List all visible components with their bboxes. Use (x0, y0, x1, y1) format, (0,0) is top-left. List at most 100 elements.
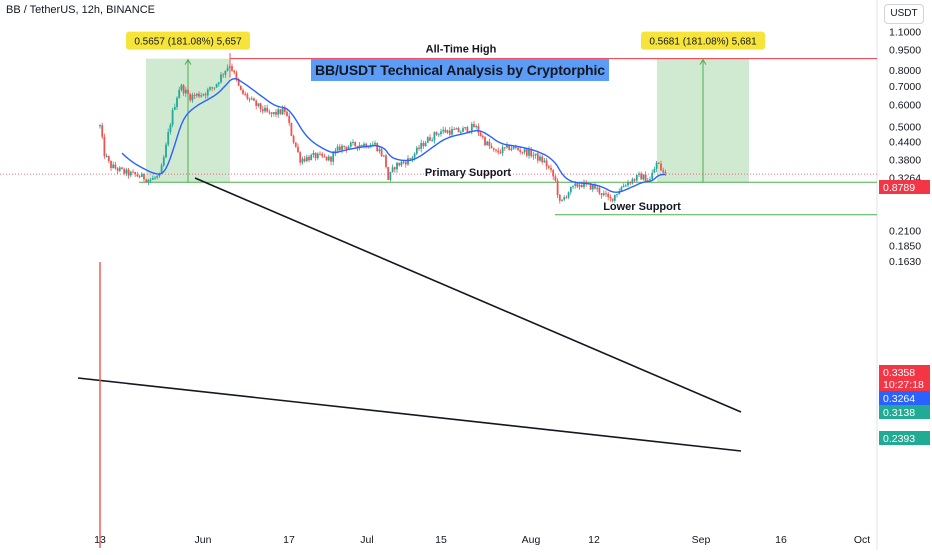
candle-body (200, 95, 203, 97)
candle-body (103, 136, 106, 157)
candle-body (631, 179, 634, 184)
x-tick-label: Jun (195, 534, 212, 546)
candle-body (407, 158, 409, 165)
candle-body (173, 106, 176, 110)
candle-body (332, 153, 335, 162)
candle-body (429, 137, 431, 141)
candle-body (162, 157, 165, 166)
candle-body (576, 183, 579, 187)
candle-body (501, 147, 504, 154)
y-tick-label: 0.2100 (889, 225, 921, 237)
candle-body (341, 145, 343, 151)
candle-body (349, 142, 352, 147)
candle-body (545, 160, 548, 167)
candle-body (255, 100, 258, 106)
candle-body (466, 127, 469, 133)
candle-body (613, 194, 616, 201)
candle-body (266, 107, 269, 112)
candle-body (404, 162, 407, 165)
candle-body (420, 142, 423, 149)
candle-body (237, 79, 240, 86)
x-tick-label: 12 (588, 534, 600, 546)
candle-body (569, 186, 572, 193)
candle-body (338, 146, 341, 151)
candle-body (492, 148, 495, 150)
candle-body (611, 198, 614, 201)
candle-body (154, 177, 156, 179)
candle-body (112, 164, 115, 169)
candle-body (297, 146, 299, 153)
candle-body (640, 173, 643, 180)
y-tick-label: 0.1630 (889, 256, 921, 268)
candle-body (176, 97, 178, 107)
candle-body (543, 160, 546, 163)
x-tick-label: 17 (283, 534, 295, 546)
candle-body (288, 115, 291, 124)
candle-body (121, 167, 123, 169)
candle-body (272, 112, 275, 114)
candle-body (129, 171, 132, 176)
candle-body (596, 187, 599, 189)
candle-body (321, 153, 324, 157)
candle-body (182, 85, 185, 94)
candle-body (409, 158, 412, 160)
price-label: 0.3264 (883, 393, 915, 405)
candle-body (323, 156, 326, 158)
candle-body (195, 93, 198, 96)
candle-body (510, 148, 513, 150)
candle-body (572, 185, 574, 187)
candle-body (281, 108, 284, 115)
candle-body (261, 109, 264, 112)
candle-body (360, 145, 363, 147)
candle-body (484, 137, 486, 146)
candle-body (147, 179, 150, 183)
candle-body (547, 166, 550, 168)
candle-body (391, 167, 394, 173)
candle-body (624, 185, 627, 187)
currency-button[interactable]: USDT (884, 4, 924, 24)
candle-body (140, 173, 143, 177)
candle-body (217, 82, 220, 85)
candle-body (649, 179, 651, 181)
y-tick-label: 0.5000 (889, 121, 921, 133)
candle-body (558, 194, 561, 201)
candle-body (165, 144, 167, 158)
x-tick-label: Oct (854, 534, 870, 546)
candle-body (290, 123, 293, 136)
y-tick-label: 0.9500 (889, 44, 921, 56)
candle-body (490, 146, 493, 149)
candle-body (250, 98, 253, 100)
candle-body (376, 142, 379, 152)
candle-body (385, 155, 387, 168)
candle-body (589, 183, 592, 190)
candle-body (644, 174, 647, 182)
candle-body (536, 153, 539, 161)
candle-body (591, 184, 594, 190)
candle-body (365, 143, 368, 148)
candle-body (242, 89, 244, 94)
candle-body (235, 72, 238, 80)
candle-body (156, 176, 159, 178)
candle-body (299, 152, 302, 163)
candle-body (578, 184, 581, 187)
measure-label-left: 0.5657 (181.08%) 5,657 (134, 37, 242, 48)
price-label-box (879, 377, 930, 391)
candle-body (508, 144, 511, 150)
candle-body (444, 129, 447, 133)
candle-body (180, 85, 183, 90)
candle-body (149, 179, 152, 181)
candle-body (517, 147, 519, 150)
candle-body (503, 147, 506, 149)
candle-body (123, 168, 126, 174)
symbol-header: BB / TetherUS, 12h, BINANCE (6, 4, 155, 16)
candle-body (226, 67, 229, 71)
candle-body (563, 197, 566, 200)
candle-body (264, 107, 266, 112)
candle-body (279, 109, 282, 115)
y-tick-label: 0.1850 (889, 241, 921, 253)
candle-body (600, 193, 603, 196)
candle-body (319, 153, 321, 155)
candle-body (618, 191, 621, 195)
